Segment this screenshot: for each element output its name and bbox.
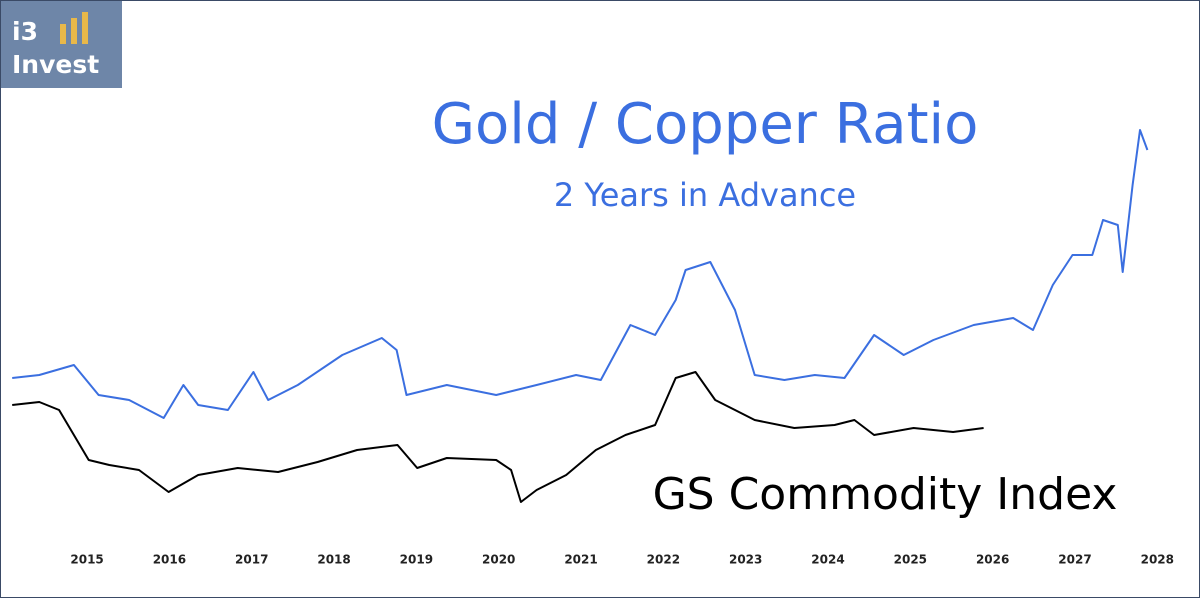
x-tick-label: 2025 xyxy=(894,553,927,567)
chart-title: Gold / Copper Ratio xyxy=(432,92,979,157)
x-tick-label: 2018 xyxy=(317,553,350,567)
logo-box xyxy=(1,1,122,88)
logo-text: i3 xyxy=(12,17,38,46)
logo-icon xyxy=(60,24,66,44)
series-label: GS Commodity Index xyxy=(653,469,1118,520)
x-tick-label: 2026 xyxy=(976,553,1009,567)
x-tick-label: 2015 xyxy=(70,553,103,567)
x-tick-label: 2017 xyxy=(235,553,268,567)
x-tick-label: 2027 xyxy=(1058,553,1091,567)
logo-icon xyxy=(82,12,88,44)
series-line xyxy=(12,129,1149,419)
logo-text: Invest xyxy=(12,50,99,79)
x-tick-label: 2016 xyxy=(153,553,186,567)
x-tick-label: 2021 xyxy=(564,553,597,567)
logo: i3 Invest xyxy=(1,1,122,88)
x-tick-label: 2020 xyxy=(482,553,515,567)
x-tick-label: 2028 xyxy=(1141,553,1174,567)
logo-icon xyxy=(71,18,77,44)
series-line xyxy=(12,371,984,503)
x-tick-label: 2019 xyxy=(400,553,433,567)
x-tick-label: 2022 xyxy=(647,553,680,567)
x-tick-label: 2024 xyxy=(811,553,844,567)
x-tick-label: 2023 xyxy=(729,553,762,567)
chart-subtitle: 2 Years in Advance xyxy=(554,176,856,214)
